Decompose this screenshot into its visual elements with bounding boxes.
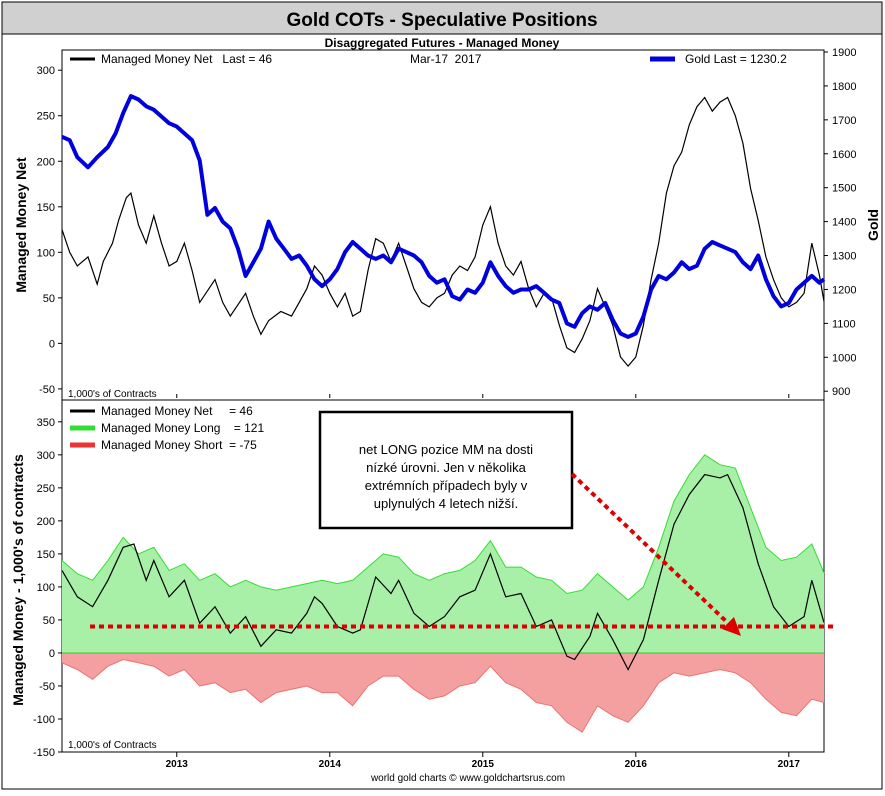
long-area-fill xyxy=(62,454,824,653)
top-right-tick-label: 1600 xyxy=(832,149,856,161)
bottom-axis-label: Managed Money - 1,000's of contracts xyxy=(10,454,26,706)
x-tick-label: 2014 xyxy=(319,759,342,770)
bottom-tick-label: -100 xyxy=(33,714,55,726)
annotation-line-1: net LONG pozice MM na dosti xyxy=(359,442,533,457)
top-legend-gold: Gold Last = 1230.2 xyxy=(685,52,787,66)
top-right-tick-label: 1500 xyxy=(832,183,856,195)
top-left-tick-label: 50 xyxy=(43,293,55,305)
bottom-tick-label: 150 xyxy=(37,549,55,561)
x-tick-label: 2017 xyxy=(778,759,801,770)
bottom-legend-long: Managed Money Long = 121 xyxy=(101,421,264,435)
short-area-fill xyxy=(62,652,824,733)
top-right-tick-label: 1100 xyxy=(832,318,856,330)
annotation-box: net LONG pozice MM na dosti nízké úrovni… xyxy=(318,410,574,530)
top-right-tick-label: 1800 xyxy=(832,81,856,93)
short-area-line xyxy=(61,658,825,733)
annotation-line-3: extrémních případech byly v xyxy=(365,478,528,493)
bottom-tick-label: 350 xyxy=(37,417,55,429)
x-axis: 2013 2014 2015 2016 2017 xyxy=(166,394,801,770)
x-tick-label: 2013 xyxy=(166,759,189,770)
top-right-tick-label: 1400 xyxy=(832,217,856,229)
top-right-tick-label: 1900 xyxy=(832,47,856,59)
top-right-tick-label: 1700 xyxy=(832,115,856,127)
top-right-tick-label: 1200 xyxy=(832,284,856,296)
bottom-tick-label: 200 xyxy=(37,516,55,528)
top-gold-series xyxy=(61,94,826,339)
top-right-tick-label: 900 xyxy=(832,386,850,398)
long-area-line xyxy=(61,454,825,601)
top-left-tick-label: 200 xyxy=(37,156,55,168)
annotation-arrow-line xyxy=(570,472,732,627)
chart-subtitle: Disaggregated Futures - Managed Money xyxy=(325,36,560,50)
bottom-tick-label: 100 xyxy=(37,582,55,594)
top-right-tick-label: 1300 xyxy=(832,251,856,263)
top-date-label: Mar-17 2017 xyxy=(410,52,482,66)
chart-footer: world gold charts © www.goldchartsrus.co… xyxy=(370,773,565,784)
top-left-tick-label: 250 xyxy=(37,111,55,123)
top-net-series xyxy=(61,96,825,368)
bottom-legend-short: Managed Money Short = -75 xyxy=(101,438,257,452)
annotation-line-2: nízké úrovni. Jen v několika xyxy=(366,460,526,475)
top-left-tick-label: 150 xyxy=(37,202,55,214)
top-left-tick-label: 300 xyxy=(37,65,55,77)
bottom-tick-label: 50 xyxy=(43,615,55,627)
bottom-tick-label: 250 xyxy=(37,483,55,495)
x-tick-label: 2015 xyxy=(472,759,495,770)
annotation-arrow-head xyxy=(722,617,741,636)
top-legend-net: Managed Money Net Last = 46 xyxy=(101,52,272,66)
top-panel: -50 0 50 100 150 200 250 300 900 1000 1100 1200 130… xyxy=(13,47,881,401)
top-units-note: 1,000's of Contracts xyxy=(68,389,157,400)
bottom-units-note: 1,000's of Contracts xyxy=(68,740,157,751)
annotation-line-4: uplynulých 4 letech nižší. xyxy=(374,496,519,511)
chart-title: Gold COTs - Speculative Positions xyxy=(286,10,597,31)
top-left-tick-label: 100 xyxy=(37,247,55,259)
bottom-tick-label: 0 xyxy=(49,648,55,660)
bottom-tick-label: 300 xyxy=(37,450,55,462)
top-left-tick-label: -50 xyxy=(39,384,55,396)
top-left-tick-label: 0 xyxy=(49,338,55,350)
bottom-tick-label: -50 xyxy=(39,681,55,693)
top-right-axis-label: Gold xyxy=(865,209,881,241)
top-left-axis-label: Managed Money Net xyxy=(13,157,29,293)
x-tick-label: 2016 xyxy=(625,759,648,770)
bottom-legend-net: Managed Money Net = 46 xyxy=(101,404,253,418)
bottom-net-series xyxy=(61,473,825,671)
bottom-tick-label: -150 xyxy=(33,747,55,759)
top-right-tick-label: 1000 xyxy=(832,352,856,364)
